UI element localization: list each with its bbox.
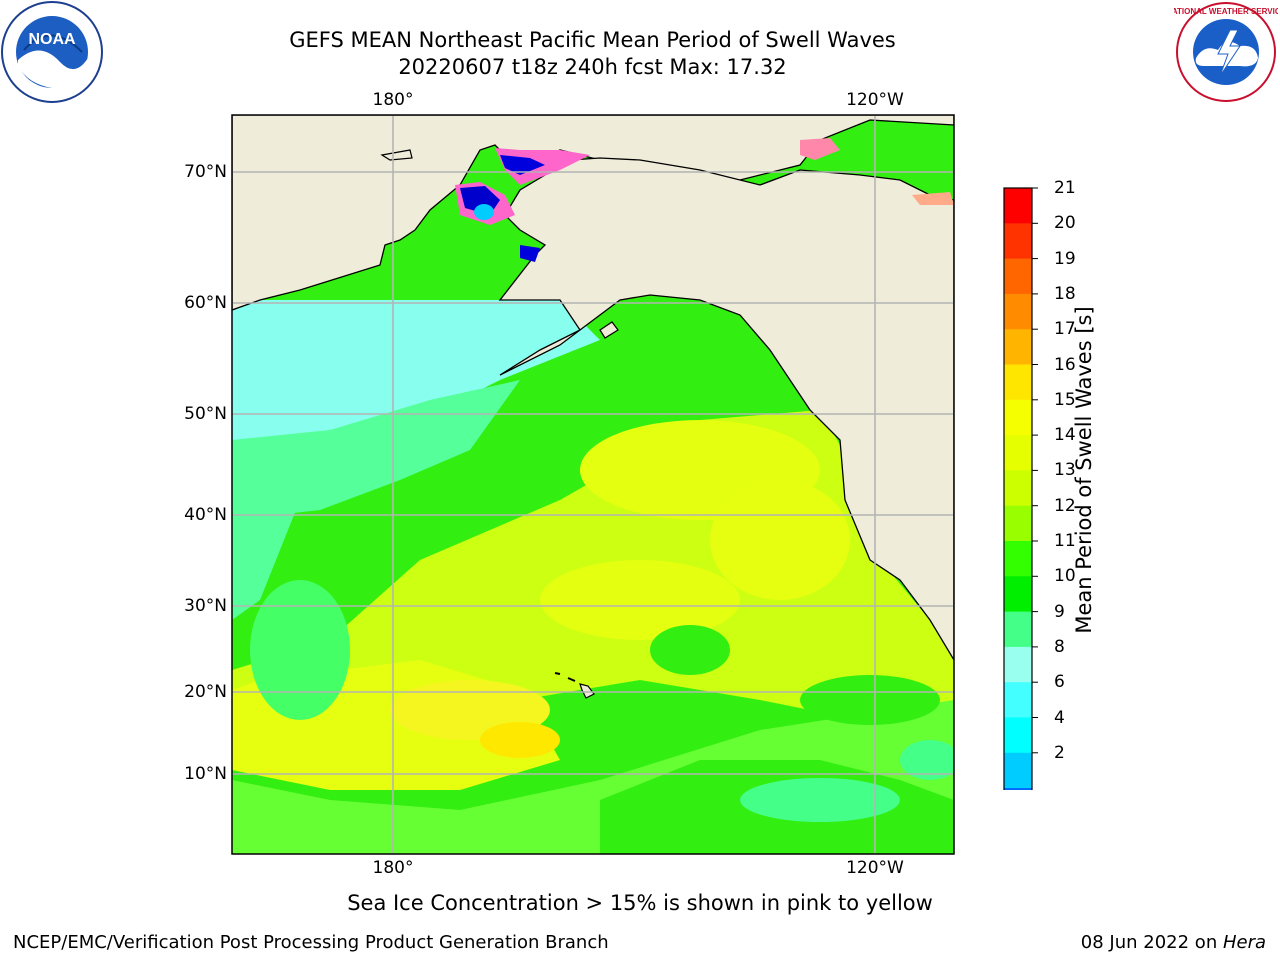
colorbar-tick-label: 6	[1054, 672, 1065, 693]
footer-branch: NCEP/EMC/Verification Post Processing Pr…	[13, 932, 609, 953]
colorbar	[1003, 187, 1038, 790]
map-title-line1: GEFS MEAN Northeast Pacific Mean Period …	[289, 28, 896, 52]
colorbar-tick-label: 15	[1054, 389, 1076, 410]
colorbar-segment	[1004, 329, 1032, 365]
colorbar-segment	[1004, 646, 1032, 683]
footer-date-text: 08 Jun 2022 on	[1080, 932, 1223, 953]
colorbar-segment	[1004, 752, 1032, 789]
noaa-logo: NOAA	[0, 0, 104, 104]
colorbar-tick-label: 16	[1054, 354, 1076, 375]
colorbar-tick-label: 9	[1054, 601, 1065, 622]
lat-tick-70n: 70°N	[184, 162, 227, 182]
colorbar-tick-label: 11	[1054, 531, 1076, 551]
lat-tick-40n: 40°N	[184, 505, 227, 525]
lon-tick-bottom-180: 180°	[372, 858, 414, 878]
colorbar-tick-label: 2	[1054, 742, 1065, 763]
colorbar-tick-label: 21	[1054, 178, 1076, 198]
nws-logo: NATIONAL WEATHER SERVICE	[1166, 0, 1280, 104]
map-title-line2: 20220607 t18z 240h fcst Max: 17.32	[398, 55, 787, 79]
colorbar-segment	[1004, 682, 1032, 718]
footer-date: 08 Jun 2022 on Hera	[1081, 932, 1266, 954]
colorbar-segment	[1004, 717, 1032, 754]
colorbar-tick-label: 12	[1054, 495, 1076, 516]
colorbar-segment	[1004, 576, 1032, 613]
lon-tick-bottom-120w: 120°W	[846, 858, 904, 878]
colorbar-tick-label: 4	[1054, 707, 1065, 728]
colorbar-tick-label: 13	[1054, 460, 1076, 481]
colorbar-tick-label: 14	[1054, 425, 1076, 446]
colorbar-segment	[1004, 258, 1032, 295]
colorbar-segment	[1004, 399, 1032, 436]
lon-tick-top-120w: 120°W	[846, 90, 904, 110]
lon-tick-top-180: 180°	[372, 90, 414, 110]
colorbar-segment	[1004, 364, 1032, 401]
footer-host: Hera	[1222, 932, 1266, 953]
colorbar-tick-label: 18	[1054, 283, 1076, 304]
map-field	[232, 115, 954, 854]
colorbar-tick-label: 20	[1054, 213, 1076, 234]
map-frame	[231, 114, 955, 855]
colorbar-segment	[1004, 188, 1032, 224]
sea-ice-note: Sea Ice Concentration > 15% is shown in …	[347, 891, 933, 915]
lat-tick-20n: 20°N	[184, 682, 227, 702]
lat-tick-10n: 10°N	[184, 764, 227, 784]
colorbar-segment	[1004, 788, 1032, 790]
graticule	[232, 115, 954, 854]
colorbar-segment	[1004, 611, 1032, 648]
lat-tick-50n: 50°N	[184, 404, 227, 424]
colorbar-tick-label: 8	[1054, 636, 1065, 657]
colorbar-segment	[1004, 223, 1032, 260]
colorbar-segment	[1004, 541, 1032, 577]
colorbar-segment	[1004, 505, 1032, 542]
colorbar-tick-label: 10	[1054, 566, 1076, 587]
lat-tick-60n: 60°N	[184, 293, 227, 313]
lat-tick-30n: 30°N	[184, 596, 227, 616]
colorbar-tick-label: 19	[1054, 248, 1076, 269]
colorbar-segment	[1004, 470, 1032, 507]
colorbar-segment	[1004, 435, 1032, 471]
svg-text:NATIONAL WEATHER SERVICE: NATIONAL WEATHER SERVICE	[1174, 7, 1278, 16]
colorbar-label: Mean Period of Swell Waves [s]	[1072, 306, 1096, 634]
noaa-logo-text: NOAA	[28, 31, 76, 48]
colorbar-tick-label: 17	[1054, 319, 1076, 340]
colorbar-segment	[1004, 293, 1032, 330]
